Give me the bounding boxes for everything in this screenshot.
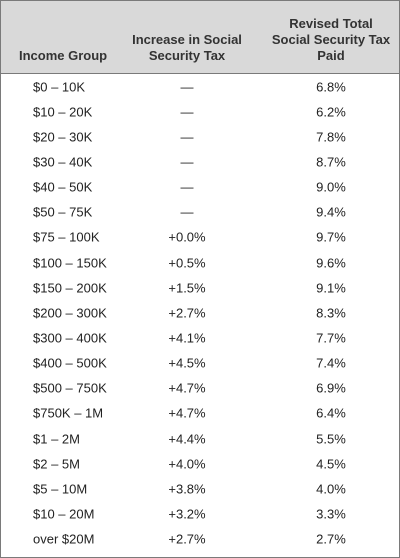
increase-cell: +2.7% bbox=[168, 305, 206, 321]
income-group-cell: $150 – 200K bbox=[33, 280, 107, 296]
increase-cell: +4.7% bbox=[168, 380, 206, 396]
table-row: $100 – 150K +0.5% 9.6% bbox=[1, 250, 399, 275]
table-row: $2 – 5M +4.0% 4.5% bbox=[1, 451, 399, 476]
table-row: $75 – 100K +0.0% 9.7% bbox=[1, 225, 399, 250]
increase-cell: +3.8% bbox=[168, 481, 206, 497]
revised-total-cell: 4.5% bbox=[316, 456, 346, 472]
header-increase-line2: Security Tax bbox=[148, 48, 226, 63]
income-group-cell: $40 – 50K bbox=[33, 179, 93, 195]
table-row: $300 – 400K +4.1% 7.7% bbox=[1, 325, 399, 350]
increase-cell: +0.0% bbox=[168, 229, 206, 245]
income-group-cell: $10 – 20K bbox=[33, 104, 93, 120]
increase-cell: +2.7% bbox=[168, 531, 206, 547]
income-group-cell: $5 – 10M bbox=[33, 481, 88, 497]
revised-total-cell: 7.8% bbox=[316, 129, 346, 145]
increase-cell: +4.7% bbox=[168, 405, 206, 421]
income-group-cell: $100 – 150K bbox=[33, 255, 107, 271]
income-group-cell: $400 – 500K bbox=[33, 355, 107, 371]
increase-cell: +4.4% bbox=[168, 431, 206, 447]
increase-cell: +1.5% bbox=[168, 280, 206, 296]
table-row: $150 – 200K +1.5% 9.1% bbox=[1, 275, 399, 300]
table-row: $5 – 10M +3.8% 4.0% bbox=[1, 476, 399, 501]
revised-total-cell: 7.7% bbox=[316, 330, 346, 346]
income-group-cell: $750K – 1M bbox=[33, 405, 104, 421]
header-revised-line2: Social Security Tax bbox=[271, 32, 391, 47]
increase-cell: +4.0% bbox=[168, 456, 206, 472]
revised-total-cell: 8.7% bbox=[316, 154, 346, 170]
revised-total-cell: 2.7% bbox=[316, 531, 346, 547]
revised-total-cell: 6.4% bbox=[316, 405, 346, 421]
increase-cell: — bbox=[180, 129, 194, 145]
table-header: Income Group Increase in Social Security… bbox=[1, 1, 399, 74]
revised-total-cell: 8.3% bbox=[316, 305, 346, 321]
table-row: over $20M +2.7% 2.7% bbox=[1, 527, 399, 552]
header-revised-line3: Paid bbox=[317, 48, 345, 63]
revised-total-cell: 9.4% bbox=[316, 204, 346, 220]
header-increase-line1: Increase in Social bbox=[132, 32, 242, 47]
revised-total-cell: 6.8% bbox=[316, 79, 346, 95]
revised-total-cell: 9.6% bbox=[316, 255, 346, 271]
increase-cell: +4.5% bbox=[168, 355, 206, 371]
income-group-cell: $50 – 75K bbox=[33, 204, 93, 220]
header-increase: Increase in Social Security Tax bbox=[125, 32, 249, 64]
income-group-cell: $1 – 2M bbox=[33, 431, 80, 447]
revised-total-cell: 4.0% bbox=[316, 481, 346, 497]
increase-cell: — bbox=[180, 79, 194, 95]
table-row: $30 – 40K — 8.7% bbox=[1, 149, 399, 174]
header-revised: Revised Total Social Security Tax Paid bbox=[267, 16, 395, 64]
table-row: $50 – 75K — 9.4% bbox=[1, 200, 399, 225]
table-row: $20 – 30K — 7.8% bbox=[1, 124, 399, 149]
revised-total-cell: 9.1% bbox=[316, 280, 346, 296]
table-row: $500 – 750K +4.7% 6.9% bbox=[1, 376, 399, 401]
header-income-group: Income Group bbox=[19, 48, 129, 64]
revised-total-cell: 6.2% bbox=[316, 104, 346, 120]
revised-total-cell: 9.0% bbox=[316, 179, 346, 195]
income-group-cell: $20 – 30K bbox=[33, 129, 93, 145]
table-row: $40 – 50K — 9.0% bbox=[1, 175, 399, 200]
income-group-cell: $200 – 300K bbox=[33, 305, 107, 321]
header-income-group-label: Income Group bbox=[19, 48, 108, 63]
table-row: $200 – 300K +2.7% 8.3% bbox=[1, 300, 399, 325]
income-group-cell: $0 – 10K bbox=[33, 79, 86, 95]
table-row: $0 – 10K — 6.8% bbox=[1, 74, 399, 99]
table-row: $400 – 500K +4.5% 7.4% bbox=[1, 351, 399, 376]
revised-total-cell: 7.4% bbox=[316, 355, 346, 371]
income-group-cell: $500 – 750K bbox=[33, 380, 107, 396]
income-group-cell: $2 – 5M bbox=[33, 456, 80, 472]
increase-cell: — bbox=[180, 104, 194, 120]
income-group-cell: $30 – 40K bbox=[33, 154, 93, 170]
income-group-cell: $300 – 400K bbox=[33, 330, 107, 346]
table-row: $750K – 1M +4.7% 6.4% bbox=[1, 401, 399, 426]
revised-total-cell: 9.7% bbox=[316, 229, 346, 245]
revised-total-cell: 3.3% bbox=[316, 506, 346, 522]
header-revised-line1: Revised Total bbox=[289, 16, 373, 31]
income-group-cell: over $20M bbox=[33, 531, 95, 547]
table-body: $0 – 10K — 6.8% $10 – 20K — 6.2% $20 – 30K — 7.8… bbox=[1, 74, 399, 552]
table-row: $1 – 2M +4.4% 5.5% bbox=[1, 426, 399, 451]
income-group-cell: $10 – 20M bbox=[33, 506, 95, 522]
increase-cell: — bbox=[180, 204, 194, 220]
revised-total-cell: 6.9% bbox=[316, 380, 346, 396]
table-row: $10 – 20K — 6.2% bbox=[1, 99, 399, 124]
increase-cell: — bbox=[180, 154, 194, 170]
increase-cell: +3.2% bbox=[168, 506, 206, 522]
increase-cell: +0.5% bbox=[168, 255, 206, 271]
table-row: $10 – 20M +3.2% 3.3% bbox=[1, 501, 399, 526]
income-group-cell: $75 – 100K bbox=[33, 229, 100, 245]
increase-cell: +4.1% bbox=[168, 330, 206, 346]
revised-total-cell: 5.5% bbox=[316, 431, 346, 447]
increase-cell: — bbox=[180, 179, 194, 195]
